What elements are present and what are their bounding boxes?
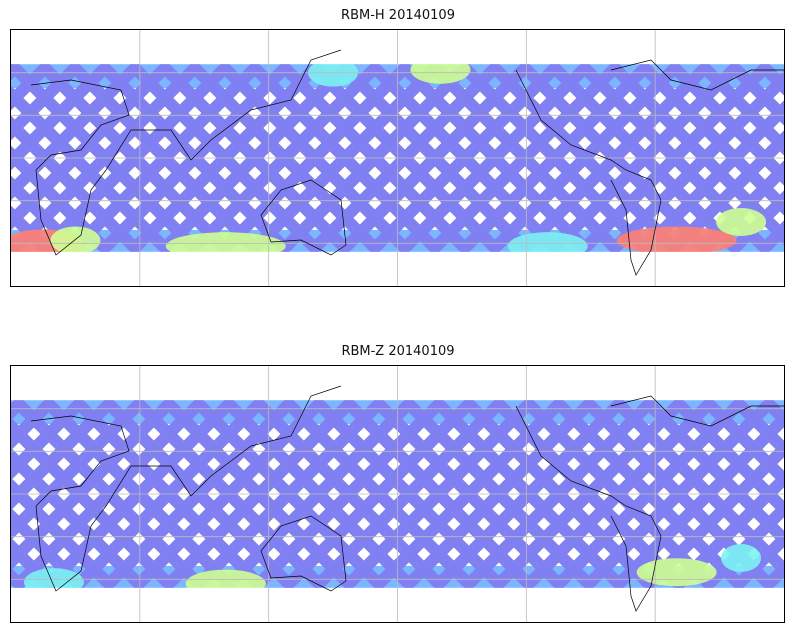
swath-asc (726, 64, 784, 126)
high-value-region (410, 64, 471, 84)
map-svg (11, 30, 784, 286)
coastline (515, 69, 662, 276)
coastline (30, 385, 342, 592)
map-panel-rbm-h (10, 29, 785, 287)
map-panel-rbm-z (10, 365, 785, 623)
coastline (260, 515, 347, 592)
high-value-region (50, 226, 101, 252)
coastline (515, 405, 662, 612)
coastline (610, 395, 784, 427)
map-title-rbm-z: RBM-Z 20140109 (341, 344, 455, 359)
coastline (610, 59, 784, 91)
high-value-region (507, 232, 588, 252)
high-value-region (185, 569, 266, 588)
map-svg (11, 366, 784, 622)
high-value-region (721, 544, 762, 572)
high-value-region (616, 226, 737, 252)
swath-desc (730, 530, 784, 588)
map-title-rbm-h: RBM-H 20140109 (341, 8, 455, 23)
coastline (260, 179, 347, 256)
high-value-region (23, 568, 84, 588)
coastline (30, 49, 342, 256)
high-value-region (636, 558, 717, 587)
swath-asc (700, 400, 784, 488)
swath-asc (730, 400, 784, 458)
swath-asc (696, 64, 784, 156)
high-value-region (165, 232, 286, 252)
high-value-region (716, 208, 767, 236)
high-value-region (308, 64, 359, 87)
